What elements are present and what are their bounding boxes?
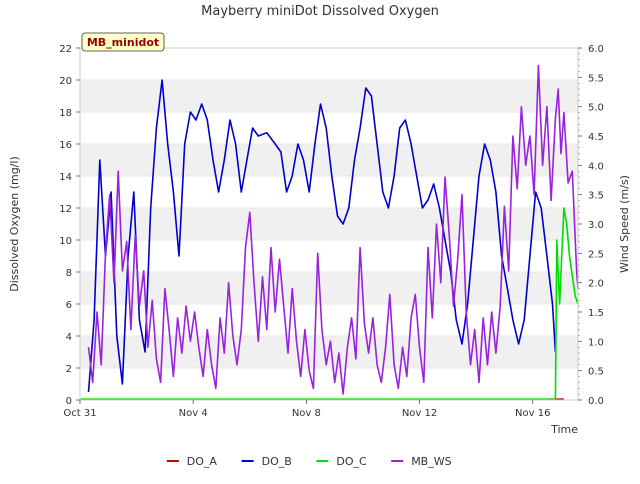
legend-label: DO_A [187,455,218,468]
legend: DO_A DO_B DO_C MB_WS [166,455,452,468]
legend-label: DO_B [262,455,292,468]
grid-band [80,80,578,112]
right-axis-ticks: 0.0 0.5 1.0 1.5 2.0 2.5 3.0 3.5 4.0 4.5 5.0 5.5 6.0 [578,44,604,407]
left-tick-label: 18 [59,108,72,119]
legend-label: MB_WS [411,455,451,468]
legend-item: MB_WS [391,455,452,468]
y-axis-label: Dissolved Oxygen (mg/l) [8,156,21,291]
right-tick-label: 0.5 [588,367,604,378]
x-tick-label: Oct 31 [63,408,96,419]
annotation-box [81,32,165,52]
left-tick-label: 0 [66,396,72,407]
right-tick-label: 4.5 [588,132,604,143]
x-axis-ticks: Oct 31 Nov 4 Nov 8 Nov 12 Nov 16 [63,400,550,419]
grid-band [80,208,578,240]
x-axis-label: Time [550,423,578,436]
legend-label: DO_C [336,455,367,468]
left-tick-label: 20 [59,76,72,87]
legend-item: DO_A [166,455,218,468]
series-layer [80,64,579,400]
right-tick-label: 1.5 [588,308,604,319]
right-tick-label: 3.5 [588,191,604,202]
x-tick-label: Nov 16 [515,408,550,419]
right-tick-label: 5.0 [588,103,604,114]
left-tick-label: 6 [66,300,72,311]
annotation-label: MB_minidot [87,36,159,49]
x-tick-label: Nov 4 [179,408,208,419]
legend-item: DO_C [316,455,367,468]
y2-axis-label: Wind Speed (m/s) [618,175,631,273]
right-tick-label: 2.0 [588,279,604,290]
left-axis-ticks: 0 2 4 6 8 10 12 14 16 18 20 22 [59,44,80,407]
right-tick-label: 3.0 [588,220,604,231]
right-tick-label: 1.0 [588,337,604,348]
right-tick-label: 4.0 [588,161,604,172]
left-tick-label: 12 [59,204,72,215]
left-tick-label: 2 [66,364,72,375]
series-line-DO_C [80,207,579,400]
right-tick-label: 6.0 [588,44,604,55]
legend-item: DO_B [241,455,292,468]
left-tick-label: 10 [59,236,72,247]
right-tick-label: 5.5 [588,73,604,84]
left-tick-label: 14 [59,172,72,183]
chart-title: Mayberry miniDot Dissolved Oxygen [201,4,439,19]
left-tick-label: 16 [59,140,72,151]
x-tick-label: Nov 12 [402,408,437,419]
x-tick-label: Nov 8 [292,408,321,419]
right-tick-label: 2.5 [588,249,604,260]
series-line-MB_WS [87,64,579,395]
left-tick-label: 8 [66,268,72,279]
series-line-DO_B [87,79,557,393]
left-tick-label: 4 [66,332,72,343]
grid-band [80,272,578,304]
left-tick-label: 22 [59,44,72,55]
right-tick-label: 0.0 [588,396,604,407]
